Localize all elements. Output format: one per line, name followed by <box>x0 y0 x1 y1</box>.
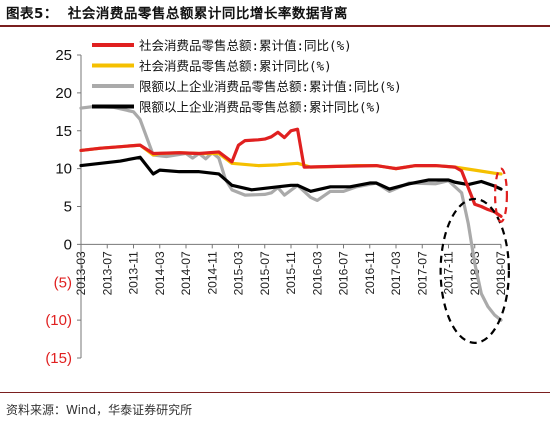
y-tick-label: (10) <box>45 312 72 329</box>
y-tick-label: (15) <box>45 350 72 367</box>
series-line-3 <box>79 104 503 322</box>
source-rule <box>0 392 550 393</box>
legend-label-1: 社会消费品零售总额:累计值:同比(%) <box>139 38 352 53</box>
x-tick-label: 2013-07 <box>100 251 114 295</box>
chart-legend: 社会消费品零售总额:累计值:同比(%) 社会消费品零售总额:累计同比(%) 限额以上… <box>92 38 402 115</box>
x-tick-label: 2014-03 <box>153 251 167 295</box>
chart-series <box>79 104 503 322</box>
y-tick-label: 25 <box>55 47 72 64</box>
x-tick-label: 2015-03 <box>232 251 246 295</box>
y-tick-label: 20 <box>55 85 72 102</box>
x-tick-label: 2015-07 <box>258 251 272 295</box>
x-tick-label: 2016-07 <box>337 251 351 295</box>
annotation-ellipse-1 <box>439 197 510 344</box>
y-tick-label: (5) <box>54 274 72 291</box>
x-axis-ticks: 2013-03 2013-07 2013-11 2014-03 2014-07 2014-… <box>74 244 508 295</box>
figure-title: 社会消费品零售总额累计同比增长率数据背离 <box>67 6 348 22</box>
annotation-ellipse-2 <box>493 167 509 223</box>
chart-title: 图表5： 社会消费品零售总额累计同比增长率数据背离 <box>6 2 348 22</box>
y-tick-label: 15 <box>55 123 72 140</box>
x-tick-label: 2017-11 <box>442 251 456 294</box>
series-line-4 <box>79 155 503 193</box>
x-tick-label: 2016-11 <box>363 251 377 294</box>
x-tick-label: 2016-03 <box>310 251 324 295</box>
x-tick-label: 2013-03 <box>74 251 88 295</box>
chart-annotations <box>439 167 510 344</box>
y-axis-ticks: 25 20 15 10 5 0 (5) (10) (15) <box>45 47 81 367</box>
legend-label-4: 限额以上企业消费品零售总额:累计同比(%) <box>139 100 382 115</box>
series-line-1 <box>79 127 503 218</box>
x-tick-label: 2017-03 <box>389 251 403 295</box>
title-rule <box>0 25 550 27</box>
y-tick-label: 10 <box>55 161 72 178</box>
legend-label-3: 限额以上企业消费品零售总额:累计值:同比(%) <box>139 79 402 94</box>
x-tick-label: 2013-11 <box>127 251 141 294</box>
y-tick-label: 5 <box>64 199 72 216</box>
source-note: 资料来源：Wind，华泰证券研究所 <box>6 403 193 417</box>
x-tick-label: 2018-07 <box>494 251 508 295</box>
y-tick-label: 0 <box>64 236 72 253</box>
figure-label: 图表5： <box>6 6 58 22</box>
x-tick-label: 2014-07 <box>179 251 193 295</box>
x-tick-label: 2014-11 <box>205 251 219 294</box>
x-tick-label: 2015-11 <box>284 251 298 294</box>
x-tick-label: 2017-07 <box>415 251 429 295</box>
legend-label-2: 社会消费品零售总额:累计同比(%) <box>139 59 332 74</box>
